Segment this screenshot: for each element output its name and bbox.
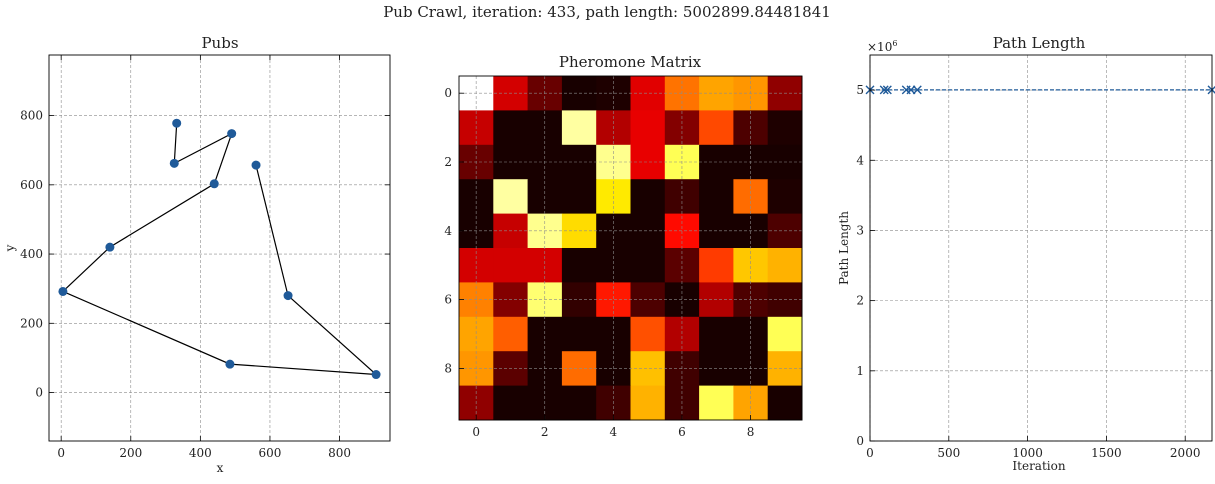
heatmap-x-tick-label: 0 [472,425,480,439]
heatmap-cell [561,248,597,283]
pubs-title: Pubs [201,34,238,52]
pubs-x-tick-label: 600 [259,446,282,460]
path-length-x-tick-label: 2000 [1170,446,1201,460]
heatmap-cell [767,179,803,215]
heatmap-y-tick-label: 2 [444,155,452,169]
pub-point [58,286,68,296]
heatmap-cell [630,385,666,421]
pubs-ylabel: y [3,244,17,252]
heatmap-x-tick-label: 6 [678,425,686,439]
pub-point [172,118,182,128]
heatmap-cell [561,179,597,215]
heatmap-cell [699,385,734,421]
path-length-multiplier: ×106 [867,39,897,54]
pub-point [105,242,115,252]
heatmap-cell [493,110,529,146]
path-length-x-tick-label: 0 [866,446,874,460]
heatmap-cell [630,316,666,352]
heatmap-cell [561,385,597,421]
pubs-plot-frame [48,54,391,442]
path-length-y-tick-label: 0 [856,434,864,448]
path-length-plot-frame [869,54,1213,442]
heatmap-cell [699,316,734,352]
path-length-xlabel: Iteration [1012,459,1065,473]
path-length-title: Path Length [993,34,1086,52]
path-length-x-tick-label: 1500 [1091,446,1122,460]
path-length-ylabel: Path Length [837,211,851,285]
heatmap-x-tick-label: 2 [541,425,549,439]
path-length-y-tick-label: 2 [856,294,864,308]
pubs-x-tick-label: 800 [328,446,351,460]
heatmap-x-tick-label: 4 [610,425,618,439]
heatmap-cell [699,179,734,215]
heatmap-cell [561,110,597,146]
path-length-x-tick-label: 500 [937,446,960,460]
path-length-point-marker [879,85,889,95]
pub-point [227,129,237,139]
pubs-xlabel: x [217,461,224,475]
pubs-route-path [61,123,378,376]
path-length-y-tick-label: 5 [856,83,864,97]
path-length-panel: Path Length ×106 0 500 1000 1500 2000012345 … [837,34,1215,473]
pubs-y-tick-label: 400 [20,247,43,261]
pubs-y-tick-label: 200 [20,316,43,330]
heatmap-cell [630,248,666,283]
figure-suptitle: Pub Crawl, iteration: 433, path length: … [383,3,831,21]
pub-point [371,370,381,380]
heatmap-cell [767,316,803,352]
heatmap-cell [493,385,529,421]
pheromone-plot-frame [458,75,803,421]
pub-point [283,291,293,301]
path-length-y-tick-label: 4 [856,153,864,167]
pubs-x-tick-label: 400 [189,446,212,460]
heatmap-cell [699,248,734,283]
path-length-y-tick-label: 3 [856,223,864,237]
pubs-x-tick-label: 0 [57,446,65,460]
pubs-scatter-panel: Pubs 0 200 400 600 800 0 200 400 600 800 x y [3,34,391,475]
pubs-x-tick-label: 200 [119,446,142,460]
heatmap-cell [630,179,666,215]
heatmap-cell [493,248,529,283]
heatmap-cell [561,316,597,352]
path-length-point-marker [912,85,922,95]
path-length-y-tick-label: 1 [856,364,864,378]
heatmap-cell [630,110,666,146]
pubs-y-tick-label: 800 [20,109,43,123]
heatmap-y-tick-label: 0 [444,86,452,100]
pub-point [209,179,219,189]
pub-point [251,160,261,170]
pub-point [169,158,179,168]
heatmap-x-tick-label: 8 [747,425,755,439]
heatmap-cell [699,110,734,146]
heatmap-cell [767,248,803,283]
pubs-y-tick-label: 600 [20,178,43,192]
pheromone-title: Pheromone Matrix [559,53,702,71]
heatmap-cell [767,385,803,421]
heatmap-y-tick-label: 4 [444,224,452,238]
heatmap-cell [767,110,803,146]
heatmap-cell [493,316,529,352]
pheromone-heatmap-panel: Pheromone Matrix 0 2 4 6 8 0 2 4 6 8 [444,53,803,439]
path-length-point-marker [882,85,892,95]
heatmap-y-tick-label: 6 [444,293,452,307]
pubs-y-tick-label: 0 [35,386,43,400]
heatmap-y-tick-label: 8 [444,361,452,375]
pub-point [225,359,235,369]
heatmap-cell [493,179,529,215]
path-length-x-tick-label: 1000 [1012,446,1043,460]
